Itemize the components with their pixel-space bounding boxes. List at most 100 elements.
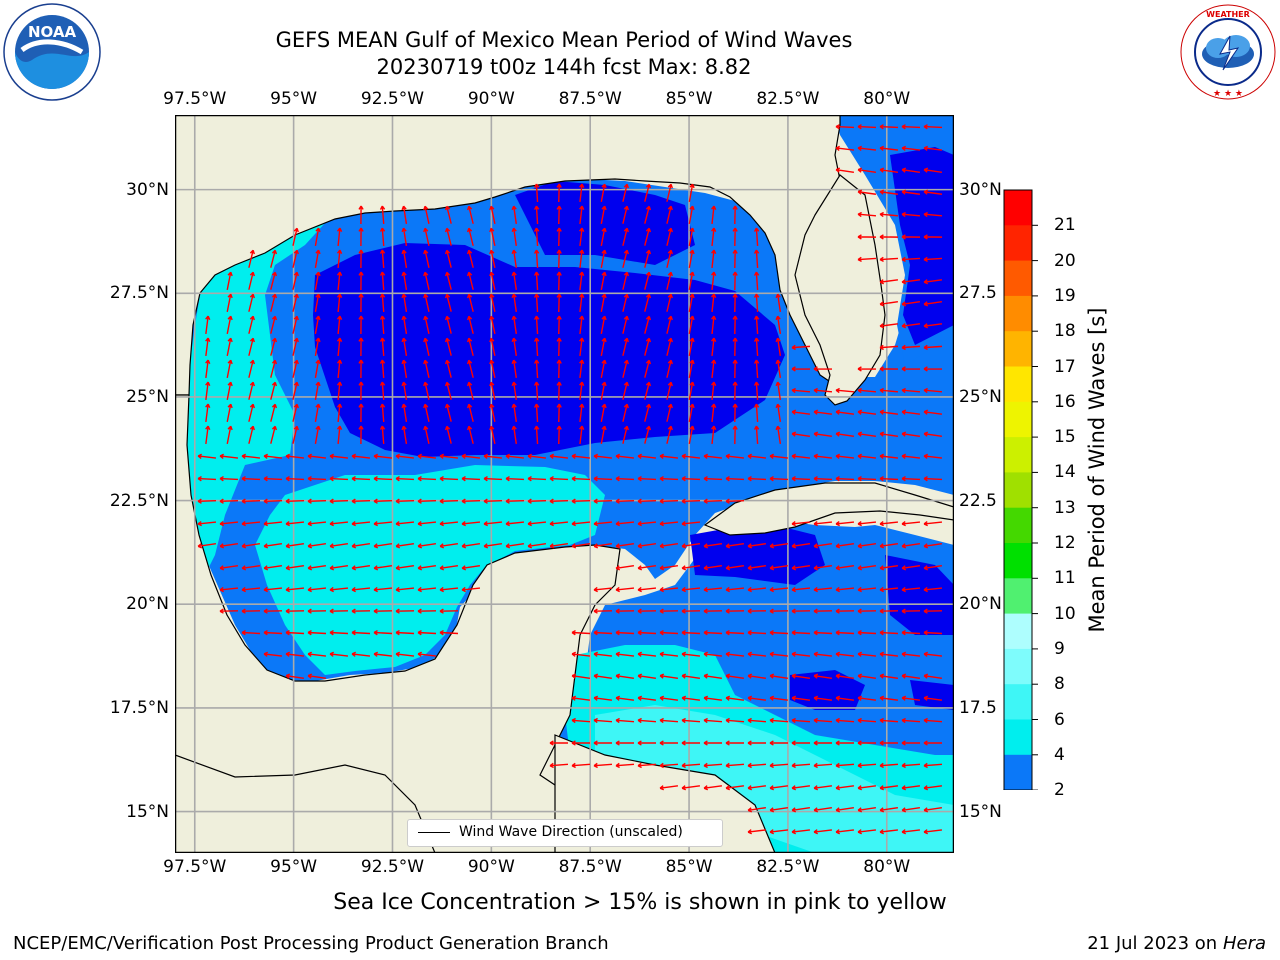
wind-wave-arrow	[622, 271, 629, 290]
wind-wave-arrow	[241, 586, 261, 593]
wind-wave-arrow	[753, 337, 760, 357]
wind-wave-arrow	[901, 387, 921, 394]
wind-wave-arrow	[219, 520, 239, 527]
wind-wave-arrow	[241, 520, 261, 527]
wind-wave-arrow	[615, 740, 635, 746]
wind-wave-arrow	[483, 453, 503, 459]
lat-tick-left: 27.5°N	[109, 283, 169, 304]
wind-wave-arrow	[615, 717, 635, 724]
lon-tick-top: 97.5°W	[163, 89, 227, 109]
wind-wave-arrow	[379, 205, 386, 225]
wind-wave-arrow	[879, 829, 899, 835]
wind-wave-arrow	[263, 586, 283, 593]
wind-wave-arrow	[879, 565, 899, 571]
wind-wave-arrow	[688, 183, 695, 202]
footer-branch: NCEP/EMC/Verification Post Processing Pr…	[13, 933, 609, 954]
wind-wave-arrow	[292, 293, 299, 312]
wind-wave-arrow	[791, 586, 811, 593]
wind-wave-arrow	[791, 806, 811, 813]
wind-wave-arrow	[292, 337, 299, 356]
wind-wave-arrow	[644, 337, 652, 356]
colorbar-segment	[1004, 507, 1032, 544]
wind-wave-arrow	[511, 359, 517, 379]
wind-wave-arrow	[732, 315, 738, 335]
period-2-4-zone-central	[313, 243, 785, 457]
colorbar-tick-label: 21	[1054, 215, 1076, 236]
wind-wave-arrow	[336, 425, 343, 445]
wind-wave-arrow	[813, 829, 833, 835]
wind-wave-arrow	[270, 359, 278, 378]
colorbar-segment	[1004, 719, 1032, 756]
wind-wave-arrow	[336, 403, 343, 423]
wind-wave-arrow	[753, 293, 760, 313]
wind-wave-arrow	[307, 586, 327, 593]
wind-wave-arrow	[423, 205, 430, 224]
wind-wave-arrow	[835, 586, 855, 593]
wind-wave-arrow	[791, 608, 811, 614]
wind-wave-arrow	[791, 344, 811, 351]
wind-wave-arrow	[615, 586, 635, 593]
wind-wave-arrow	[314, 403, 321, 422]
colorbar	[1003, 189, 1038, 790]
wind-wave-arrow	[226, 359, 233, 378]
wind-wave-arrow	[307, 565, 327, 571]
wind-wave-arrow	[775, 293, 782, 313]
colorbar-segment	[1004, 366, 1032, 403]
wind-wave-arrow	[813, 431, 833, 438]
wind-wave-arrow	[241, 630, 261, 636]
wind-wave-arrow	[423, 271, 430, 290]
wind-wave-arrow	[533, 271, 540, 291]
wind-wave-arrow	[923, 453, 943, 459]
wind-wave-arrow	[725, 586, 745, 593]
wind-wave-arrow	[489, 425, 496, 444]
wind-wave-arrow	[205, 337, 211, 357]
lat-tick-right: 17.5	[959, 697, 997, 718]
wind-wave-arrow	[901, 409, 921, 415]
lat-tick-left: 22.5°N	[109, 490, 169, 511]
wind-wave-arrow	[466, 337, 474, 356]
wind-wave-arrow	[351, 630, 371, 636]
wind-wave-arrow	[879, 608, 899, 614]
wind-wave-arrow	[511, 293, 517, 313]
wind-wave-arrow	[681, 608, 701, 614]
wind-wave-arrow	[314, 249, 321, 268]
wind-wave-arrow	[314, 271, 321, 290]
lat-tick-right: 30°N	[959, 179, 1002, 200]
wind-wave-arrow	[351, 608, 371, 614]
wind-wave-arrow	[688, 403, 695, 422]
lon-tick-bottom: 87.5°W	[558, 857, 622, 877]
wind-wave-arrow	[395, 476, 415, 482]
wind-wave-arrow	[527, 476, 547, 482]
wind-wave-arrow	[747, 651, 767, 657]
wind-wave-arrow	[248, 425, 255, 444]
florida-land	[794, 174, 886, 406]
wind-wave-arrow	[637, 498, 657, 504]
wind-wave-arrow	[791, 520, 811, 527]
wind-wave-arrow	[901, 543, 921, 549]
wind-wave-arrow	[901, 234, 921, 240]
wind-wave-arrow	[622, 425, 629, 444]
wind-wave-arrow	[270, 293, 278, 312]
wind-wave-arrow	[637, 565, 657, 571]
nws-logo-icon: WEATHER ★ ★ ★	[1180, 4, 1276, 100]
wind-wave-arrow	[666, 403, 673, 422]
wind-wave-arrow	[857, 565, 877, 571]
wind-wave-arrow	[444, 425, 452, 444]
wind-wave-arrow	[753, 249, 760, 269]
wind-wave-arrow	[197, 543, 217, 549]
wind-wave-arrow	[879, 279, 899, 285]
wind-wave-arrow	[857, 651, 877, 657]
wind-wave-arrow	[219, 608, 239, 614]
wind-wave-arrow	[688, 359, 695, 378]
wind-wave-arrow	[556, 249, 562, 269]
wind-wave-arrow	[688, 205, 695, 224]
wind-wave-arrow	[659, 565, 679, 571]
wind-wave-arrow	[879, 586, 899, 593]
wind-wave-arrow	[314, 425, 321, 444]
wind-wave-arrow	[483, 498, 503, 504]
wind-wave-arrow	[923, 279, 943, 285]
wind-wave-arrow	[373, 651, 393, 657]
wind-wave-arrow	[747, 762, 767, 769]
wind-wave-arrow	[444, 227, 452, 246]
wind-wave-arrow	[901, 806, 921, 813]
